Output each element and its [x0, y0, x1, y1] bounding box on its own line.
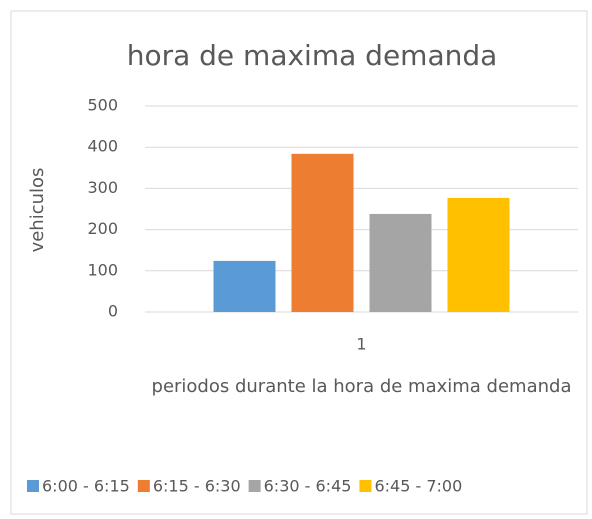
- legend-label: 6:45 - 7:00: [374, 477, 462, 496]
- legend-swatch: [359, 480, 372, 492]
- legend-label: 6:00 - 6:15: [42, 477, 130, 496]
- legend-swatch: [248, 480, 261, 492]
- x-tick-label: 1: [356, 335, 366, 354]
- y-axis-label: vehiculos: [27, 168, 48, 253]
- chart-title: hora de maxima demanda: [127, 39, 498, 72]
- bar: [213, 260, 276, 312]
- legend-swatch: [137, 480, 150, 492]
- y-tick-label: 100: [87, 260, 118, 279]
- y-tick-label: 300: [87, 178, 118, 197]
- y-tick-label: 500: [87, 96, 118, 115]
- bar: [447, 197, 510, 312]
- y-tick-label: 0: [108, 302, 118, 321]
- legend-label: 6:30 - 6:45: [264, 477, 352, 496]
- bar: [291, 153, 354, 312]
- bar: [369, 213, 432, 312]
- legend-swatch: [27, 480, 39, 492]
- x-axis-label: periodos durante la hora de maxima deman…: [151, 376, 572, 397]
- legend-label: 6:15 - 6:30: [153, 477, 241, 496]
- y-tick-label: 200: [87, 219, 118, 238]
- y-tick-label: 400: [87, 137, 118, 156]
